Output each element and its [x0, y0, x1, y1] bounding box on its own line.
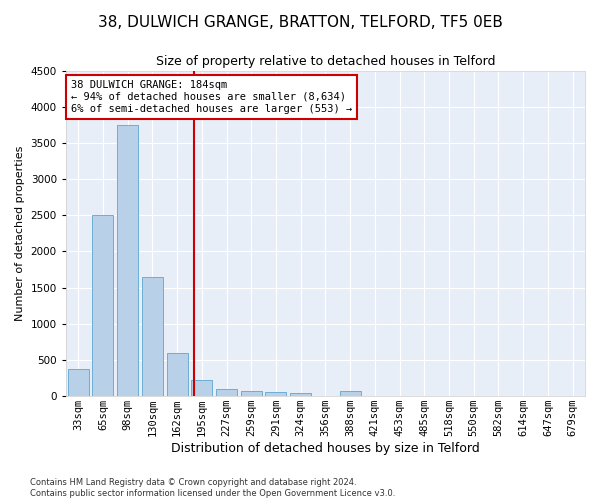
Bar — [117, 125, 138, 396]
Bar — [142, 278, 163, 396]
Text: 38 DULWICH GRANGE: 184sqm
← 94% of detached houses are smaller (8,634)
6% of sem: 38 DULWICH GRANGE: 184sqm ← 94% of detac… — [71, 80, 352, 114]
Bar — [92, 216, 113, 396]
Text: 38, DULWICH GRANGE, BRATTON, TELFORD, TF5 0EB: 38, DULWICH GRANGE, BRATTON, TELFORD, TF… — [98, 15, 502, 30]
Bar — [265, 392, 286, 396]
Text: Contains HM Land Registry data © Crown copyright and database right 2024.
Contai: Contains HM Land Registry data © Crown c… — [30, 478, 395, 498]
Bar — [167, 353, 188, 396]
X-axis label: Distribution of detached houses by size in Telford: Distribution of detached houses by size … — [171, 442, 480, 455]
Bar — [340, 390, 361, 396]
Bar — [241, 392, 262, 396]
Bar — [216, 388, 237, 396]
Bar — [191, 380, 212, 396]
Title: Size of property relative to detached houses in Telford: Size of property relative to detached ho… — [155, 55, 495, 68]
Bar — [68, 370, 89, 396]
Bar — [290, 394, 311, 396]
Y-axis label: Number of detached properties: Number of detached properties — [15, 146, 25, 321]
